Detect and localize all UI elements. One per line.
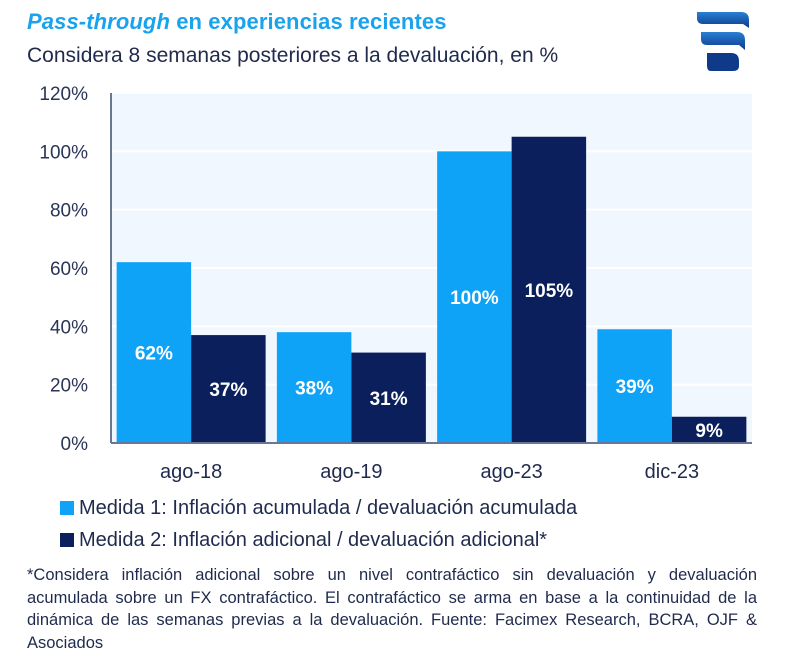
facimex-logo-icon bbox=[697, 12, 749, 71]
legend-item-series2: Medida 2: Inflación adicional / devaluac… bbox=[60, 524, 577, 556]
x-tick-label: ago-19 bbox=[320, 461, 382, 483]
data-label: 105% bbox=[525, 281, 574, 302]
data-label: 100% bbox=[450, 288, 499, 309]
y-tick-label: 20% bbox=[50, 376, 88, 397]
bar-series1-ago-23 bbox=[437, 151, 512, 444]
legend-item-series1: Medida 1: Inflación acumulada / devaluac… bbox=[60, 492, 577, 524]
x-axis-ticks: ago-18 ago-19 ago-23 dic-23 bbox=[160, 461, 699, 483]
y-axis-ticks: 0% 20% 40% 60% 80% 100% 120% bbox=[39, 84, 88, 455]
bar-series2-dic-23 bbox=[671, 416, 747, 443]
bar-series2-ago-19 bbox=[351, 352, 426, 443]
x-tick-label: ago-18 bbox=[160, 461, 222, 483]
gridlines bbox=[111, 92, 752, 386]
legend-swatch-series2 bbox=[60, 533, 74, 547]
logo-bar-top bbox=[697, 12, 749, 28]
bar-series1-ago-18 bbox=[116, 262, 192, 443]
data-label: 38% bbox=[295, 379, 333, 400]
x-tick-label: ago-23 bbox=[480, 461, 542, 483]
bar-series1-ago-19 bbox=[276, 332, 352, 443]
legend-swatch-series1 bbox=[60, 501, 74, 515]
bar-series2-ago-23 bbox=[511, 136, 587, 443]
data-label: 9% bbox=[695, 421, 723, 442]
bar-series2-ago-18 bbox=[191, 335, 266, 443]
bars bbox=[116, 136, 747, 444]
chart-subtitle: Considera 8 semanas posteriores a la dev… bbox=[27, 44, 559, 67]
x-tick-label: dic-23 bbox=[645, 461, 699, 483]
legend-label-series1: Medida 1: Inflación acumulada / devaluac… bbox=[79, 496, 578, 519]
data-label: 62% bbox=[135, 344, 173, 365]
y-tick-label: 120% bbox=[39, 84, 88, 105]
bar-chart: 0% 20% 40% 60% 80% 100% 120% 62% 37% 38% 31% 100% 1… bbox=[39, 84, 752, 483]
chart-title: Pass-through en experiencias recientes bbox=[27, 9, 447, 35]
y-tick-label: 80% bbox=[50, 201, 88, 222]
chart-title-italic: Pass-through bbox=[27, 9, 170, 34]
data-label: 37% bbox=[209, 380, 247, 401]
logo-bar-middle bbox=[701, 32, 745, 50]
y-tick-label: 0% bbox=[61, 434, 89, 455]
data-label: 39% bbox=[616, 377, 654, 398]
bar-series1-dic-23 bbox=[597, 329, 672, 443]
y-tick-label: 40% bbox=[50, 317, 88, 338]
y-tick-label: 100% bbox=[39, 142, 88, 163]
data-label: 31% bbox=[370, 389, 408, 410]
legend: Medida 1: Inflación acumulada / devaluac… bbox=[60, 492, 577, 556]
logo-bar-bottom bbox=[707, 53, 739, 71]
data-labels: 62% 37% 38% 31% 100% 105% 39% 9% bbox=[135, 281, 723, 442]
legend-label-series2: Medida 2: Inflación adicional / devaluac… bbox=[79, 528, 548, 551]
footnote: *Considera inflación adicional sobre un … bbox=[27, 566, 757, 652]
y-tick-label: 60% bbox=[50, 259, 88, 280]
chart-title-rest: en experiencias recientes bbox=[170, 9, 447, 34]
